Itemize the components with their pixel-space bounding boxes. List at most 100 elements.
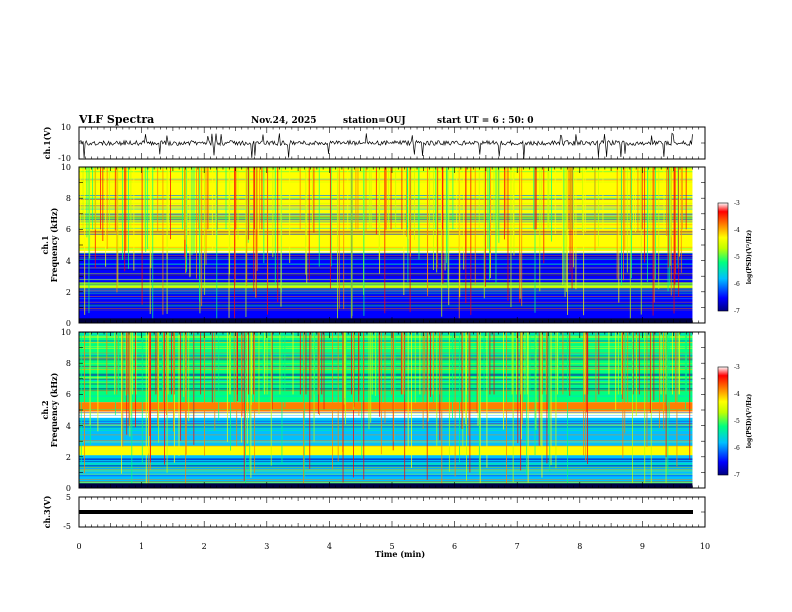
spec-sferic (635, 332, 637, 417)
spec-sferic (135, 332, 136, 428)
x-tick-label: 3 (264, 542, 269, 551)
spec-sferic (554, 167, 556, 234)
spec-streak (79, 429, 693, 431)
spec-sferic (452, 332, 453, 419)
spec-sferic (312, 167, 313, 230)
spec-sferic (479, 332, 481, 466)
spec-sferic (535, 167, 537, 230)
spec-streak (79, 383, 693, 385)
spec-sferic (229, 167, 231, 275)
spec-sferic (305, 167, 307, 275)
spec-sferic (189, 167, 191, 278)
spec-sferic (535, 332, 537, 430)
ch1-ytick-0: 0 (66, 319, 71, 328)
spec-streak (79, 445, 693, 447)
cb2-tick-m5: -5 (734, 418, 740, 425)
spec-sferic (303, 332, 305, 487)
spec-sferic (102, 167, 104, 241)
spec-sferic (271, 332, 273, 410)
spec-streak (79, 382, 693, 384)
spec-sferic (253, 167, 255, 292)
spec-sferic (395, 167, 397, 230)
spec-sferic (342, 332, 344, 483)
spec-sferic (279, 332, 281, 395)
spec-streak (79, 459, 693, 460)
spec-streak (79, 412, 693, 414)
spec-sferic (183, 332, 185, 397)
ch1-ytick-4: 4 (66, 257, 71, 266)
x-tick-label: 5 (389, 542, 394, 551)
spec-streak (79, 386, 693, 388)
spec-streak (79, 334, 693, 336)
spec-streak (79, 267, 693, 269)
spec-sferic (337, 332, 339, 462)
spec-sferic (538, 332, 540, 446)
spec-sferic (106, 332, 108, 395)
spec-sferic (653, 332, 655, 401)
spec-sferic (572, 167, 574, 230)
spec-streak (79, 279, 693, 281)
spec-sferic (686, 332, 687, 402)
spec-sferic (89, 332, 91, 426)
spec-sferic (503, 167, 505, 240)
spec-sferic (122, 332, 124, 447)
spec-sferic (644, 167, 646, 263)
x-tick-label: 7 (515, 542, 520, 551)
spec-sferic (89, 167, 91, 259)
spec-sferic (135, 332, 137, 395)
spec-streak (79, 242, 693, 243)
spec-sferic (130, 332, 132, 416)
ch2-ytick-6: 6 (66, 390, 71, 399)
spec-sferic (441, 167, 443, 317)
spec-sferic (493, 167, 495, 230)
spec-sferic (228, 332, 230, 395)
spec-sferic (390, 167, 392, 230)
spec-sferic (652, 167, 654, 316)
spec-sferic (371, 332, 373, 395)
spec-sferic (281, 332, 283, 464)
spec-sferic (254, 332, 256, 474)
x-axis-tick-labels: 0 1 2 3 4 5 6 7 8 9 10 (76, 542, 710, 551)
spec-sferic (343, 332, 345, 405)
spec-streak (79, 366, 693, 368)
spec-sferic (598, 332, 600, 395)
spec-sferic (626, 167, 628, 273)
spec-sferic (529, 332, 531, 395)
spec-sferic (355, 167, 357, 230)
spec-sferic (402, 332, 404, 395)
x-tick-label: 6 (452, 542, 457, 551)
spec-streak (79, 460, 693, 462)
spec-sferic (118, 332, 119, 395)
spec-sferic (235, 167, 237, 230)
spec-streak (79, 335, 693, 337)
spec-empty (692, 332, 705, 488)
spec-streak (79, 348, 693, 349)
spec-streak (79, 434, 693, 436)
spec-sferic (152, 167, 154, 323)
spec-streak (79, 414, 693, 416)
spec-streak (79, 298, 693, 300)
spec-sferic (541, 332, 543, 478)
spec-sferic (557, 332, 559, 395)
spec-streak (79, 255, 693, 257)
spec-sferic (548, 332, 549, 435)
x-tick-label: 1 (139, 542, 144, 551)
spec-sferic (234, 167, 236, 319)
cb1-tick-m6: -6 (734, 281, 740, 288)
spec-streak (79, 353, 693, 355)
spec-sferic (468, 332, 470, 436)
spec-sferic (264, 332, 266, 395)
spec-sferic (317, 332, 319, 395)
ch2-spectrogram-image (79, 332, 705, 488)
spec-sferic (456, 167, 458, 230)
spec-sferic (380, 332, 382, 455)
spec-sferic (130, 167, 132, 230)
spec-sferic (641, 167, 643, 230)
spec-sferic (133, 167, 135, 271)
spec-sferic (308, 167, 310, 282)
spec-sferic (149, 167, 151, 314)
spec-sferic (674, 332, 676, 409)
cb2-label: log(PSD)(V²/Hz) (746, 394, 753, 449)
spec-sferic (407, 167, 409, 240)
station-label: station=OUJ (343, 116, 406, 126)
